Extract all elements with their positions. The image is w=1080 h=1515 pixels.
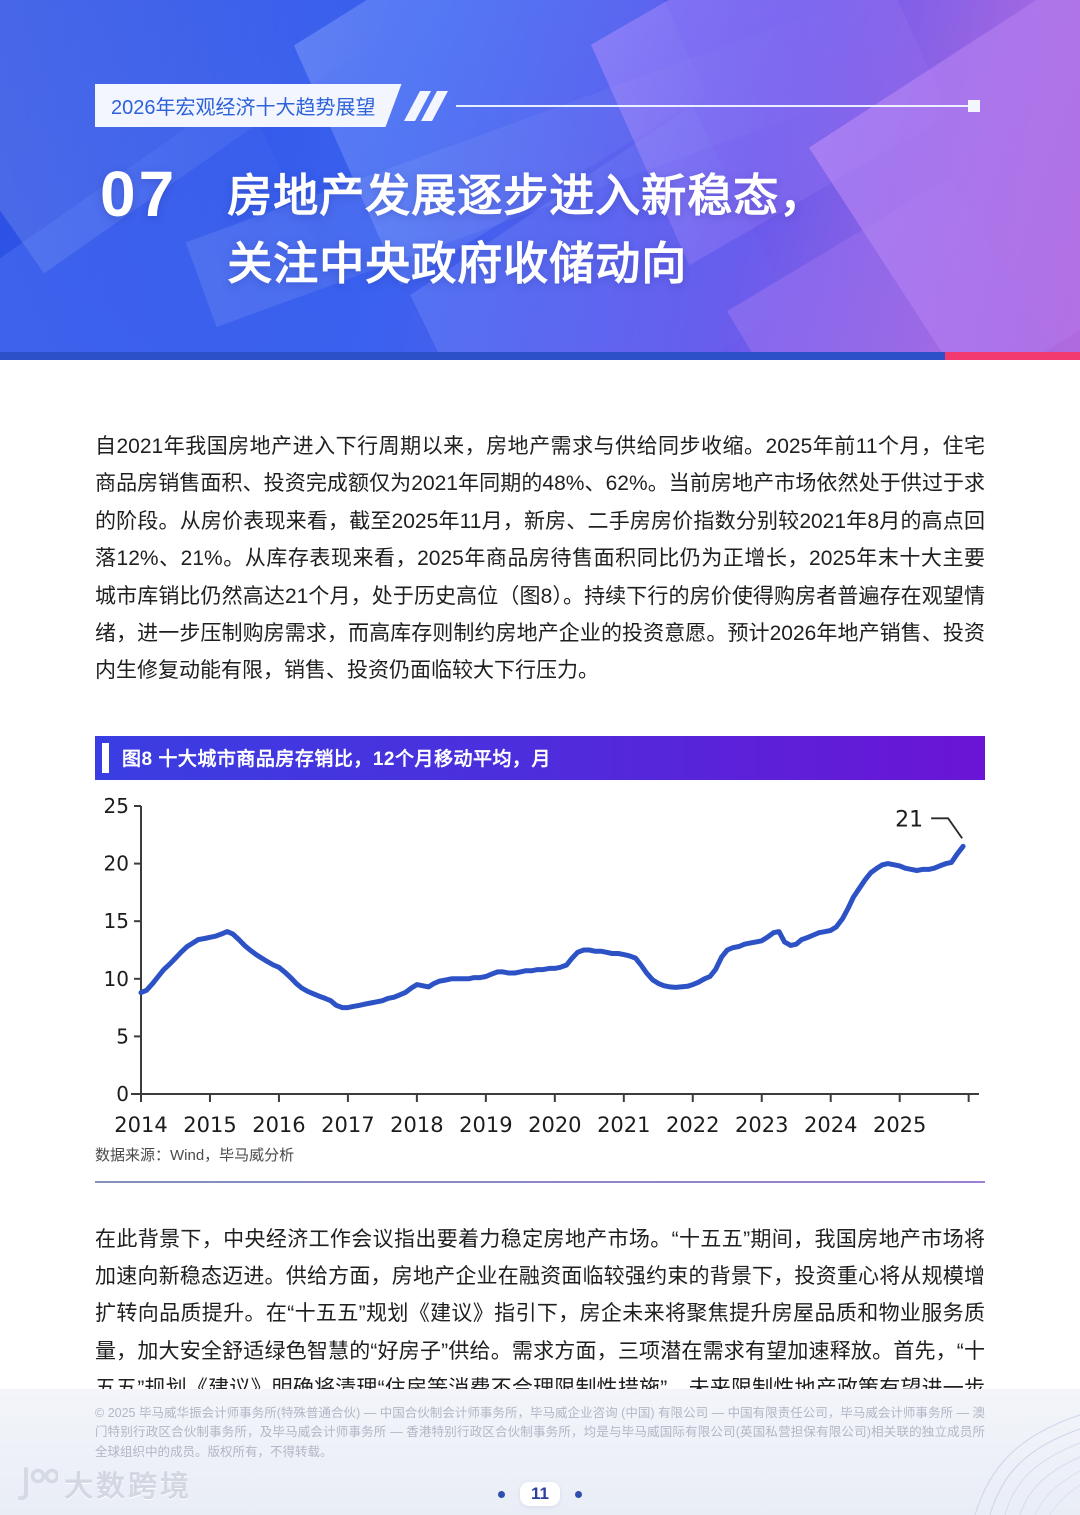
- figure-title: 图8 十大城市商品房存销比，12个月移动平均，月: [122, 749, 551, 771]
- x-tick-label: 2022: [666, 1113, 719, 1137]
- section-heading: 07 房地产发展逐步进入新稳态， 关注中央政府收储动向: [100, 162, 825, 299]
- x-tick-label: 2020: [528, 1113, 581, 1137]
- intro-paragraph: 自2021年我国房地产进入下行周期以来，房地产需求与供给同步收缩。2025年前1…: [95, 435, 985, 683]
- series-label: 2026年宏观经济十大趋势展望: [95, 84, 402, 127]
- watermark: 大数跨境: [16, 1463, 192, 1505]
- y-tick-label: 0: [116, 1082, 129, 1106]
- header-banner: 2026年宏观经济十大趋势展望 07 房地产发展逐步进入新稳态， 关注中央政府收储…: [0, 0, 1080, 360]
- y-tick-label: 10: [104, 966, 129, 990]
- figure-8: 图8 十大城市商品房存销比，12个月移动平均，月 0 5 10 15 20 25 2014 2…: [95, 735, 985, 1183]
- x-tick-label: 2023: [735, 1113, 788, 1137]
- x-tick-label: 2019: [459, 1113, 512, 1137]
- section-number: 07: [100, 158, 178, 230]
- y-tick-label: 5: [116, 1024, 129, 1048]
- divider-pink-segment: [945, 352, 1080, 360]
- report-series-tag: 2026年宏观经济十大趋势展望: [95, 84, 980, 127]
- copyright-text: © 2025 毕马威华振会计师事务所(特殊普通合伙) — 中国合伙制会计师事务所…: [95, 1406, 985, 1459]
- x-tick-label: 2018: [390, 1113, 443, 1137]
- rule-line: [455, 104, 968, 107]
- y-tick-label: 15: [104, 909, 129, 933]
- annotation-label: 21: [895, 807, 923, 832]
- data-line: [138, 843, 966, 1010]
- wave-decoration: [974, 1414, 1080, 1515]
- header-divider: [0, 352, 1080, 360]
- x-tick-label: 2016: [252, 1113, 305, 1137]
- square-endcap: [968, 99, 980, 112]
- title-line-2: 关注中央政府收储动向: [227, 238, 688, 290]
- page-title: 房地产发展逐步进入新稳态， 关注中央政府收储动向: [227, 162, 825, 299]
- x-tick-label: 2017: [321, 1113, 374, 1137]
- main-content: 自2021年我国房地产进入下行周期以来，房地产需求与供给同步收缩。2025年前1…: [0, 428, 1080, 1515]
- line-chart: 0 5 10 15 20 25 2014 2015 2016 2017 2018 2019 2020 20…: [95, 792, 985, 1144]
- page-number: 11: [498, 1482, 582, 1506]
- y-tick-label: 20: [104, 851, 129, 875]
- x-tick-label: 2014: [114, 1113, 167, 1137]
- page-number-badge: 11: [520, 1482, 560, 1506]
- title-line-1: 房地产发展逐步进入新稳态，: [227, 170, 826, 221]
- x-tick-label: 2015: [183, 1113, 236, 1137]
- watermark-text: 大数跨境: [64, 1471, 193, 1503]
- source-note: 数据来源：Wind，毕马威分析: [95, 1146, 295, 1164]
- divider-blue-segment: [0, 352, 945, 360]
- accent-bar: [102, 742, 109, 773]
- x-tick-label: 2021: [597, 1113, 650, 1137]
- x-tick-label: 2024: [804, 1113, 857, 1137]
- dot-decoration: [498, 1490, 506, 1498]
- annotation-leader: [931, 817, 963, 839]
- dot-decoration: [574, 1490, 582, 1498]
- section-divider: [95, 1180, 985, 1183]
- x-tick-label: 2025: [873, 1113, 926, 1137]
- figure-title-bar: 图8 十大城市商品房存销比，12个月移动平均，月: [95, 735, 985, 780]
- y-tick-label: 25: [104, 794, 129, 818]
- page-footer: © 2025 毕马威华振会计师事务所(特殊普通合伙) — 中国合伙制会计师事务所…: [0, 1389, 1080, 1515]
- watermark-logo-icon: [18, 1467, 58, 1501]
